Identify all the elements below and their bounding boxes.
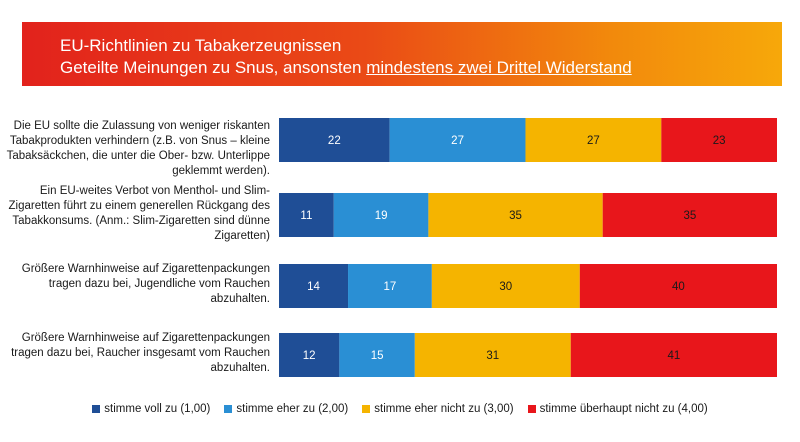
bar-segment [279,193,334,237]
data-label: 40 [672,281,685,293]
chart-title: EU-Richtlinien zu Tabakerzeugnissen [60,36,342,55]
bar-segment [602,193,777,237]
data-label: 15 [371,350,384,362]
bar-segment [279,333,340,377]
legend-label: stimme überhaupt nicht zu (4,00) [539,403,708,415]
category-label: Größere Warnhinweise auf Zigarettenpacku… [11,332,270,374]
legend-label: stimme eher nicht zu (3,00) [374,403,514,415]
legend-swatch [92,405,101,413]
bar-segment [279,118,390,162]
category-label: Die EU sollte die Zulassung von weniger … [6,120,270,177]
legend-item: stimme voll zu (1,00) [92,403,210,415]
legend: stimme voll zu (1,00) stimme eher zu (2,0… [0,403,800,415]
bar-segment [431,264,580,308]
legend-label: stimme eher zu (2,00) [236,403,349,415]
bar-segment [348,264,432,308]
legend-swatch [224,405,233,413]
data-label: 31 [486,350,499,362]
bar-segment [279,264,349,308]
data-label: 17 [384,281,397,293]
data-label: 11 [300,210,312,222]
data-label: 27 [587,135,600,147]
subtitle-emphasis: mindestens zwei Drittel Widerstand [366,58,632,77]
data-label: 19 [375,210,388,222]
legend-label: stimme voll zu (1,00) [104,403,211,415]
bar-segment [339,333,415,377]
bar-segment [414,333,571,377]
bar-segment [570,333,777,377]
bar-segment [661,118,777,162]
category-label: Größere Warnhinweise auf Zigarettenpacku… [21,263,270,305]
bar-segment [389,118,526,162]
bar-segment [428,193,603,237]
legend-swatch [527,405,536,413]
data-label: 12 [303,350,316,362]
data-label: 35 [509,210,522,222]
bar-segment [579,264,777,308]
data-label: 22 [328,135,341,147]
data-label: 27 [451,135,464,147]
legend-swatch [362,405,371,413]
chart-subtitle: Geteilte Meinungen zu Snus, ansonsten mi… [60,58,632,78]
legend-item: stimme überhaupt nicht zu (4,00) [527,403,708,415]
data-label: 14 [307,281,320,293]
legend-item: stimme eher nicht zu (3,00) [362,403,514,415]
data-label: 30 [499,281,512,293]
data-label: 41 [667,350,680,362]
subtitle-prefix: Geteilte Meinungen zu Snus, ansonsten [60,58,367,77]
data-label: 35 [683,210,696,222]
title-banner: EU-Richtlinien zu Tabakerzeugnissen Gete… [22,22,782,86]
data-label: 23 [713,135,726,147]
bar-segment [333,193,429,237]
legend-item: stimme eher zu (2,00) [224,403,348,415]
category-label: Ein EU-weites Verbot von Menthol- und Sl… [8,185,270,242]
bar-segment [525,118,662,162]
